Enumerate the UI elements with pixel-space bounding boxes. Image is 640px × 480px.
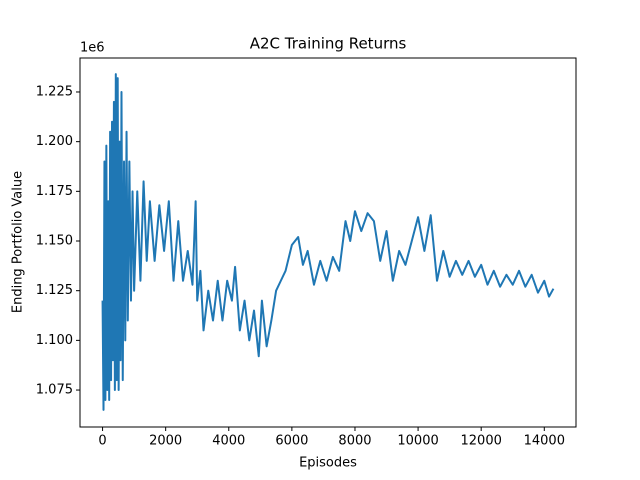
x-tick-label: 10000 (397, 434, 438, 449)
y-tick-label: 1.075 (36, 383, 73, 398)
y-offset-text: 1e6 (80, 41, 105, 56)
y-tick-label: 1.200 (36, 134, 73, 149)
data-line (101, 73, 555, 411)
x-axis-label: Episodes (299, 456, 357, 471)
y-tick-label: 1.125 (36, 283, 73, 298)
x-tick-label: 6000 (275, 434, 308, 449)
y-tick-label: 1.225 (36, 84, 73, 99)
y-tick-label: 1.100 (36, 333, 73, 348)
y-tick-label: 1.175 (36, 184, 73, 199)
y-axis-label: Ending Portfolio Value (11, 171, 26, 313)
x-tick-label: 8000 (338, 434, 371, 449)
x-tick-label: 12000 (461, 434, 502, 449)
x-tick-label: 0 (98, 434, 106, 449)
y-tick-label: 1.150 (36, 234, 73, 249)
plot-frame (79, 57, 577, 428)
x-tick-label: 14000 (524, 434, 565, 449)
x-tick-label: 2000 (149, 434, 182, 449)
chart-title: A2C Training Returns (250, 35, 407, 53)
x-tick-label: 4000 (212, 434, 245, 449)
